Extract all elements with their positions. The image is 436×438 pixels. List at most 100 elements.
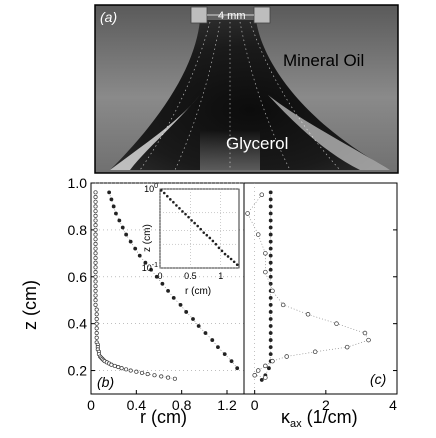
chart-c-series-line <box>247 194 369 378</box>
chart-c-point-filled <box>268 267 273 272</box>
inset-marks <box>159 189 239 267</box>
nozzle-left <box>190 6 208 24</box>
streamline <box>139 21 211 171</box>
chart-c-point-open <box>259 192 265 197</box>
chart-b-point-open <box>93 284 98 289</box>
chart-c-point-filled <box>268 331 273 335</box>
inset-point <box>181 210 184 213</box>
chart-b-point-open <box>166 375 171 380</box>
inset-point <box>235 263 239 267</box>
chart-b-point-filled <box>143 260 148 265</box>
inset-point <box>208 236 212 240</box>
chart-c-point-filled <box>268 190 273 195</box>
inset-xtick-label: 0.5 <box>184 271 197 281</box>
chart-b-point-open <box>93 195 98 200</box>
inset-point <box>214 242 218 246</box>
chart-b-point-open <box>139 370 145 375</box>
chart-b-point-filled <box>109 197 114 202</box>
chart-b-point-filled <box>137 253 142 258</box>
chart-b-point-filled <box>178 303 183 307</box>
center-glow <box>200 130 260 170</box>
chart-c-point-open <box>305 312 311 317</box>
chart-c-marks <box>245 190 371 382</box>
chart-c-point-open <box>366 337 371 343</box>
chart-b-point-open <box>93 255 98 261</box>
chart-c-point-open <box>334 321 339 326</box>
chart-c-point-open <box>263 251 268 256</box>
chart-b-point-filled <box>149 267 153 272</box>
chart-b-point-open <box>93 265 98 270</box>
chart-c-point-filled <box>268 197 273 202</box>
inset-point <box>184 212 187 216</box>
chart-b-point-open <box>94 326 99 331</box>
inset-point <box>223 252 227 256</box>
chart-c-xtick-label: 4 <box>389 397 397 413</box>
chart-c-xlabel-units: (1/cm) <box>302 407 358 427</box>
chart-c-point-open <box>255 232 261 237</box>
chart-b-point-open <box>93 209 98 214</box>
chart-b-point-filled <box>114 211 118 216</box>
chart-c-point-filled <box>268 239 273 244</box>
inset-xtick-label: 0 <box>157 271 162 281</box>
chart-c-point-filled <box>267 366 271 371</box>
chart-c-point-open <box>255 368 261 373</box>
chart-c-point-open <box>263 363 268 369</box>
inset-xlabel: r (cm) <box>185 286 211 297</box>
chart-c-point-open <box>280 302 286 308</box>
chart-b-point-open <box>94 321 99 326</box>
chart-b-point-filled <box>229 359 234 364</box>
inset-point <box>199 227 203 231</box>
inset-grid <box>159 188 239 269</box>
chart-b-marks <box>93 190 240 381</box>
photo-panel-label: (a) <box>100 9 117 25</box>
upper-fluid-label: Mineral Oil <box>283 51 364 70</box>
chart-b-point-open <box>93 274 98 279</box>
nozzle-right <box>253 6 271 24</box>
chart-c-point-open <box>263 375 268 380</box>
chart-b-xtick-label: 0.8 <box>172 397 192 413</box>
chart-b-point-filled <box>191 317 195 321</box>
chart-b-point-filled <box>160 281 165 286</box>
chart-b-ytick-label: 0.2 <box>68 363 88 379</box>
chart-b-point-open <box>112 363 117 368</box>
chart-c-point-open <box>362 330 368 336</box>
chart-c-point-filled <box>268 253 273 258</box>
chart-b-ylabel: z (cm) <box>20 280 40 330</box>
chart-b-point-open <box>93 260 98 265</box>
inset-point <box>205 233 209 237</box>
chart-c-point-filled <box>268 295 273 300</box>
chart-b-point-open <box>93 251 98 256</box>
streamlines <box>139 21 341 171</box>
chart-b-point-open <box>93 190 98 195</box>
chart-b-ytick-label: 0.6 <box>68 269 88 285</box>
chart-b-xtick-label: 1.2 <box>217 397 237 413</box>
chart-c-frame <box>243 182 398 395</box>
inset-ylabel: z (cm) <box>142 224 153 252</box>
chart-b-point-open <box>109 362 114 367</box>
inset-point <box>172 200 175 204</box>
chart-c-point-filled <box>268 218 273 223</box>
inset-point <box>178 206 181 210</box>
chart-b-point-open <box>94 307 99 312</box>
chart-b-point-open <box>152 373 157 378</box>
scale-label: 4 mm <box>218 10 246 22</box>
chart-b-point-filled <box>166 288 170 293</box>
inset-tick-labels: 0 0.5 1 100 10-1 <box>142 183 224 281</box>
chart-c-ticks <box>254 182 398 394</box>
chart-c-xlabel-symbol: κ <box>281 407 291 427</box>
chart-b-point-open <box>93 213 98 218</box>
inset-ytick-label: 10-1 <box>142 262 158 273</box>
chart-b-point-open <box>128 368 133 373</box>
chart-b-point-open <box>93 298 98 303</box>
chart-b-point-open <box>134 369 139 374</box>
chart-b-point-filled <box>111 204 116 209</box>
chart-b-ytick-label: 0.4 <box>68 316 88 332</box>
chart-c-point-filled <box>268 310 273 314</box>
chart-c-point-filled <box>268 303 273 307</box>
chart-b-point-open <box>124 367 129 372</box>
chart-c-point-filled <box>268 232 273 237</box>
chart-c-xlabel: κax (1/cm) <box>281 407 358 430</box>
chart-b-point-open <box>93 237 98 242</box>
chart-b: 0.2 0.4 0.6 0.8 1.0 0 0.4 0.8 1.2 (b) r (cm) z (… <box>20 175 245 427</box>
